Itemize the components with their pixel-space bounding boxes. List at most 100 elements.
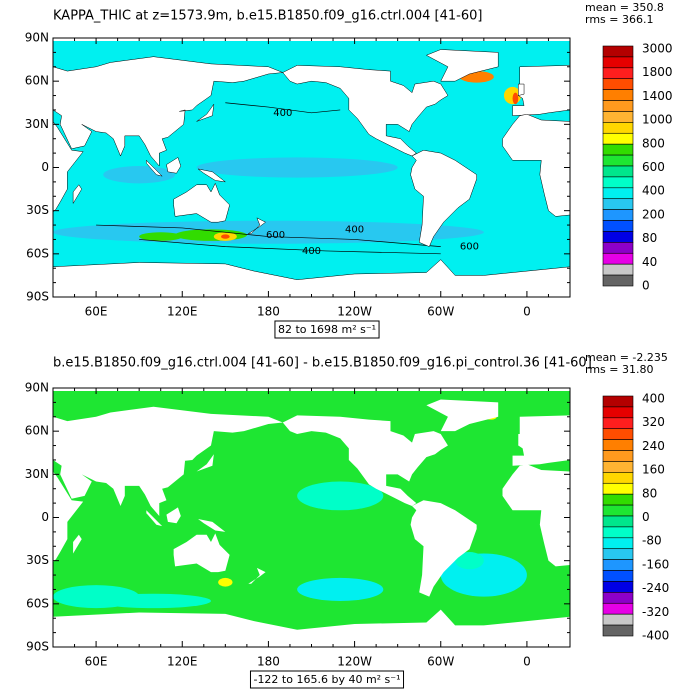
colorbar-box — [602, 274, 634, 287]
colorbar-box — [602, 231, 634, 243]
stat-label: mean = -2.235 — [585, 351, 668, 364]
colorbar-box — [602, 67, 634, 80]
contour-line — [139, 239, 441, 255]
field-patch — [455, 552, 484, 570]
colorbar-box — [602, 154, 634, 167]
colorbar-box — [602, 165, 634, 178]
map-panel: 90N 60N 30N 0 30S 60S 90S 60E 120E 180 120W 60W 0 b.e… — [25, 351, 669, 689]
colorbar-box — [602, 515, 634, 528]
lat-label: 60N — [25, 74, 49, 88]
lon-label: 60E — [85, 655, 108, 669]
lat-label: 30S — [26, 203, 49, 217]
colorbar-box — [602, 417, 634, 430]
lon-label: 120E — [167, 655, 198, 669]
colorbar-box — [602, 592, 634, 604]
colorbar-label: -160 — [642, 557, 669, 571]
land — [425, 49, 499, 82]
contour-label: 600 — [266, 230, 285, 241]
land — [196, 454, 214, 472]
field-patch — [139, 232, 183, 241]
lat-label: 0 — [41, 160, 49, 174]
contour-label: 400 — [302, 246, 321, 257]
colorbar-label: 3000 — [642, 42, 673, 56]
colorbar-label: 400 — [642, 392, 665, 406]
colorbar-label: 320 — [642, 415, 665, 429]
colorbar-box — [602, 548, 634, 560]
colorbar-box — [602, 537, 634, 550]
land — [410, 500, 477, 597]
land — [502, 464, 570, 567]
colorbar-box — [602, 472, 634, 484]
colorbar-label: 1800 — [642, 65, 673, 79]
lon-label: 180 — [257, 655, 280, 669]
colorbar-box — [602, 461, 634, 473]
colorbar-label: 0 — [642, 279, 650, 293]
colorbar-box — [602, 602, 634, 615]
colorbar-label: 1000 — [642, 113, 673, 127]
colorbar-label: -320 — [642, 605, 669, 619]
lat-label: 60S — [26, 246, 49, 260]
land — [282, 65, 449, 157]
lat-label: 90S — [26, 640, 49, 654]
colorbar-box — [602, 187, 634, 200]
field-patch — [218, 577, 233, 587]
colorbar-label: -400 — [642, 629, 669, 643]
colorbar-label: 240 — [642, 439, 665, 453]
land — [197, 168, 227, 183]
colorbar-box — [602, 439, 634, 451]
colorbar-box — [602, 406, 634, 419]
colorbar-label: -240 — [642, 581, 669, 595]
colorbar-box — [602, 450, 634, 462]
colorbar-label: 800 — [642, 136, 665, 150]
land — [166, 507, 181, 524]
range-label: 82 to 1698 m² s⁻¹ — [278, 323, 376, 336]
map-area — [53, 388, 570, 647]
land — [53, 609, 570, 647]
range-label: -122 to 165.6 by 40 m² s⁻¹ — [253, 673, 400, 686]
colorbar-box — [602, 559, 634, 571]
lon-label: 120W — [337, 305, 372, 319]
lat-label: 90N — [25, 31, 49, 45]
colorbar-box — [602, 624, 634, 637]
colorbar-label: 40 — [642, 255, 657, 269]
colorbar-box — [602, 526, 634, 539]
colorbar-box — [602, 263, 634, 276]
land — [518, 434, 525, 446]
land — [173, 533, 230, 573]
lon-label: 60W — [427, 655, 454, 669]
colorbar-label: 200 — [642, 207, 665, 221]
colorbar-box — [602, 111, 634, 123]
range-box — [249, 670, 405, 689]
colorbar-label: 0 — [642, 510, 650, 524]
stat-label: mean = 350.8 — [585, 1, 664, 14]
lon-label: 0 — [523, 655, 531, 669]
lon-label: 180 — [257, 305, 280, 319]
colorbar-label: 80 — [642, 486, 657, 500]
land — [198, 518, 226, 532]
colorbar-box — [602, 56, 634, 69]
land — [518, 83, 525, 96]
colorbar-box — [602, 252, 634, 265]
lon-label: 60E — [85, 305, 108, 319]
colorbar-label: 160 — [642, 463, 665, 477]
colorbar-box — [602, 504, 634, 517]
colorbar-box — [602, 570, 634, 582]
stat-label: rms = 31.80 — [585, 363, 653, 376]
lat-label: 60N — [25, 424, 49, 438]
land — [53, 56, 283, 167]
colorbar-label: 1400 — [642, 89, 673, 103]
colorbar-box — [602, 176, 634, 189]
land — [410, 149, 477, 247]
colorbar-box — [602, 482, 634, 495]
land — [196, 104, 215, 122]
field-patch — [103, 166, 176, 184]
contour-line — [225, 102, 341, 114]
colorbar-box — [602, 143, 634, 156]
land — [146, 510, 163, 527]
field-patch — [297, 481, 384, 511]
land — [247, 217, 267, 234]
lat-label: 30S — [26, 553, 49, 567]
colorbar-box — [602, 198, 634, 210]
